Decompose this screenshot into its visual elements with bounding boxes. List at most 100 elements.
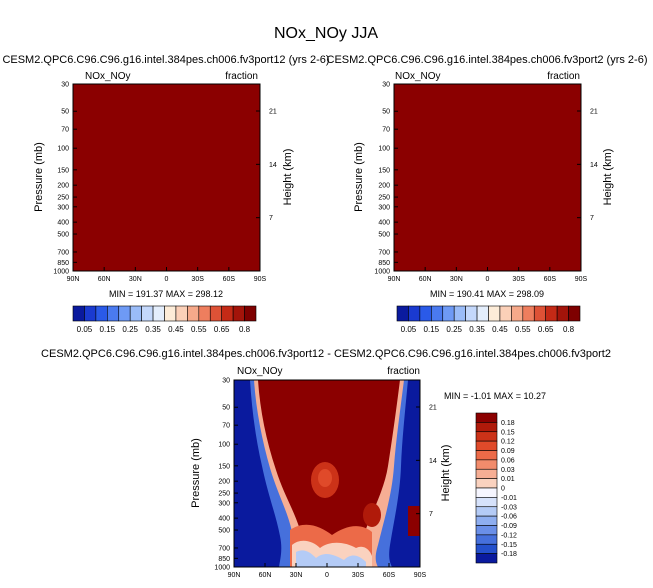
y-axis-label: Pressure (mb) [33,142,45,212]
colorbar-swatch [545,305,558,322]
height-tick-label: 14 [590,162,598,169]
height-tick-label: 7 [590,215,594,222]
colorbar-label: -0.15 [501,542,517,549]
y-tick-label: 250 [218,491,230,498]
colorbar-swatch [476,305,489,322]
x-tick-label: 60S [544,276,557,283]
x-tick-label: 60N [259,572,272,579]
diff-contour-edge-patch [408,506,420,536]
colorbar-label: 0.15 [100,325,116,334]
x-tick-label: 30N [450,276,463,283]
colorbar-label: -0.12 [501,532,517,539]
colorbar-label: 0.55 [191,325,207,334]
colorbar-swatch [533,305,546,322]
colorbar-swatch [198,305,211,322]
height-tick-label: 14 [429,458,437,465]
y-tick-label: 300 [378,204,390,211]
colorbar-swatch [129,305,142,322]
y-tick-label: 1000 [214,565,230,572]
colorbar-swatch [72,305,85,322]
colorbar-swatch [568,305,581,322]
diff-contour-right-mid [363,503,381,527]
colorbar-swatch [475,412,498,423]
y-tick-label: 50 [61,109,69,116]
colorbar-swatch [475,422,498,433]
colorbar-swatch [475,478,498,489]
panel-left-label: NOx_NOy [395,71,441,82]
y-tick-label: 700 [378,249,390,256]
colorbar-label: 0.15 [424,325,440,334]
x-tick-label: 30N [290,572,303,579]
colorbar-swatch [475,450,498,461]
colorbar-swatch [511,305,524,322]
x-tick-label: 90S [414,572,427,579]
y-tick-label: 850 [378,260,390,267]
colorbar-swatch [556,305,569,322]
y-tick-label: 150 [378,167,390,174]
y-tick-label: 1000 [53,269,69,276]
y-tick-label: 50 [222,405,230,412]
y-tick-label: 850 [57,260,69,267]
x-ticks: 90N 60N 30N 0 30S 60S 90S [228,563,427,579]
height-tick-label: 21 [269,109,277,116]
y-tick-label: 70 [222,423,230,430]
panel-right-label: fraction [547,71,580,82]
colorbar-label: 0.45 [492,325,508,334]
colorbar-swatch [408,305,421,322]
colorbar-swatch [209,305,222,322]
colorbar-swatch [141,305,154,322]
colorbar-swatch [475,459,498,470]
colorbar-swatch [475,431,498,442]
colorbar-label: 0.06 [501,457,515,464]
colorbar-swatch [95,305,108,322]
x-tick-label: 30S [512,276,525,283]
colorbar-swatch [475,553,498,564]
panel-right-label: fraction [387,366,420,377]
y-ticks: 30 50 70 100 150 200 250 300 400 500 700 850 1000 [374,82,398,276]
colorbar-label: 0.09 [501,448,515,455]
colorbar-label: 0.01 [501,476,515,483]
y-tick-label: 500 [57,232,69,239]
y-tick-label: 400 [57,220,69,227]
height-ticks: 21 14 7 [416,405,437,518]
y-tick-label: 50 [382,109,390,116]
colorbar-label: 0.18 [501,420,515,427]
min-max-label: MIN = 190.41 MAX = 298.09 [430,289,544,299]
y-tick-label: 150 [218,463,230,470]
x-tick-label: 0 [165,276,169,283]
colorbar-label: 0.55 [515,325,531,334]
x-tick-label: 90N [388,276,401,283]
y-tick-label: 200 [218,479,230,486]
colorbar-label: 0.25 [122,325,138,334]
y-tick-label: 700 [57,249,69,256]
colorbar-swatch [431,305,444,322]
y-tick-label: 150 [57,167,69,174]
y-tick-label: 250 [57,195,69,202]
height-tick-label: 21 [429,405,437,412]
colorbar-swatch [475,487,498,498]
figure-title: NOx_NOy JJA [274,25,378,42]
y-tick-label: 100 [57,146,69,153]
y-ticks: 30 50 70 100 150 200 250 300 400 500 700 850 1000 [53,82,77,276]
height-tick-label: 7 [429,511,433,518]
y2-axis-label: Height (km) [602,149,614,206]
colorbar-swatch [475,515,498,526]
colorbar-label: 0.03 [501,467,515,474]
colorbar-main-1: 0.05 0.15 0.25 0.35 0.45 0.55 0.65 0.8 [72,305,257,334]
colorbar-label: -0.18 [501,551,517,558]
colorbar-label: 0.45 [168,325,184,334]
colorbar-swatch [175,305,188,322]
diff-contour-left-core [234,380,282,567]
colorbar-label: 0.65 [538,325,554,334]
colorbar-swatch [499,305,512,322]
panel-case2: CESM2.QPC6.C96.C96.g16.intel.384pes.ch00… [327,54,648,299]
panel-title: CESM2.QPC6.C96.C96.g16.intel.384pes.ch00… [41,348,611,360]
colorbar-label: 0.25 [446,325,462,334]
y-tick-label: 30 [61,82,69,89]
y2-axis-label: Height (km) [440,445,452,502]
panel-right-label: fraction [225,71,258,82]
heatmap-field [394,84,581,271]
colorbar-label: -0.01 [501,495,517,502]
min-max-label: MIN = -1.01 MAX = 10.27 [444,391,546,401]
